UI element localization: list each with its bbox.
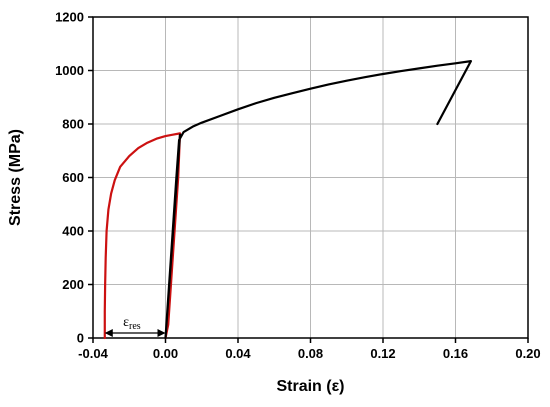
y-axis-title: Stress (MPa) bbox=[7, 129, 24, 226]
x-tick-label: 0.20 bbox=[515, 346, 540, 361]
y-tick-label: 200 bbox=[62, 277, 84, 292]
series-line-1 bbox=[103, 132, 182, 340]
x-tick-label: 0.08 bbox=[298, 346, 323, 361]
grid bbox=[93, 17, 528, 338]
series-line-2 bbox=[164, 60, 473, 340]
y-tick-label: 1200 bbox=[55, 10, 84, 25]
y-tick-label: 400 bbox=[62, 224, 84, 239]
residual-strain-label: εres bbox=[123, 315, 141, 332]
y-tick-label: 600 bbox=[62, 170, 84, 185]
x-tick-label: 0.12 bbox=[370, 346, 395, 361]
x-axis-title: Strain (ε) bbox=[276, 378, 344, 395]
series bbox=[103, 60, 473, 340]
axis-ticks: -0.04 0.00 0.04 0.08 0.12 0.16 0.20 0 200 400 600 8… bbox=[55, 10, 541, 362]
annotations: εres bbox=[104, 315, 166, 337]
x-tick-label: 0.04 bbox=[225, 346, 251, 361]
y-tick-label: 1000 bbox=[55, 63, 84, 78]
y-tick-label: 0 bbox=[77, 331, 84, 346]
x-tick-label: -0.04 bbox=[78, 346, 108, 361]
x-tick-label: 0.00 bbox=[153, 346, 178, 361]
x-tick-label: 0.16 bbox=[443, 346, 468, 361]
y-tick-label: 800 bbox=[62, 117, 84, 132]
